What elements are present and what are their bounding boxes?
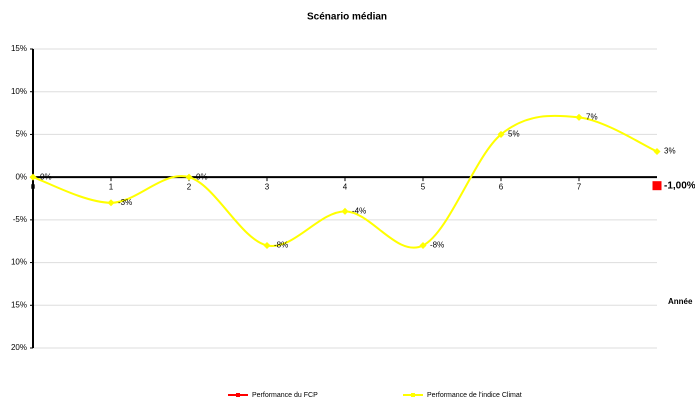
- x-tick-label: 6: [499, 182, 504, 191]
- x-tick-label: 0: [31, 182, 36, 191]
- y-tick-label: 10%: [11, 258, 27, 267]
- marker: [652, 181, 662, 191]
- data-label: -8%: [274, 241, 288, 250]
- x-axis-label: Année: [668, 297, 693, 306]
- data-label: 0%: [196, 172, 208, 181]
- legend-label: Performance du FCP: [252, 392, 318, 399]
- x-tick-label: 5: [421, 182, 426, 191]
- data-label: 0%: [40, 172, 52, 181]
- data-label: 3%: [664, 147, 676, 156]
- x-tick-label: 3: [265, 182, 270, 191]
- marker: [263, 241, 271, 250]
- y-tick-label: 5%: [15, 130, 27, 139]
- marker: [497, 130, 505, 138]
- x-tick-label: 7: [577, 182, 582, 191]
- x-tick-label: 2: [187, 182, 192, 191]
- legend-label: Performance de l'indice Climat: [427, 392, 522, 399]
- marker: [653, 147, 661, 156]
- y-tick-label: -5%: [13, 215, 27, 224]
- data-label: -3%: [118, 198, 132, 207]
- data-label: 7%: [586, 112, 598, 121]
- marker: [575, 113, 583, 121]
- y-tick-label: 20%: [11, 343, 27, 352]
- marker: [341, 207, 349, 215]
- x-tick-label: 1: [109, 182, 114, 191]
- marker: [185, 173, 193, 181]
- chart-title: Scénario médian: [307, 12, 387, 23]
- y-tick-label: 10%: [11, 87, 27, 96]
- data-label: -8%: [430, 241, 444, 250]
- data-label: 5%: [508, 130, 520, 139]
- data-label: -4%: [352, 206, 366, 215]
- data-label: -1,00%: [664, 180, 695, 191]
- y-tick-label: 0%: [15, 172, 27, 181]
- legend-marker: [236, 393, 240, 397]
- marker: [29, 173, 37, 181]
- marker: [107, 199, 115, 207]
- marker: [419, 241, 427, 250]
- y-tick-label: 15%: [11, 300, 27, 309]
- y-tick-label: 15%: [11, 44, 27, 53]
- x-tick-label: 4: [343, 182, 348, 191]
- legend-marker: [411, 393, 415, 397]
